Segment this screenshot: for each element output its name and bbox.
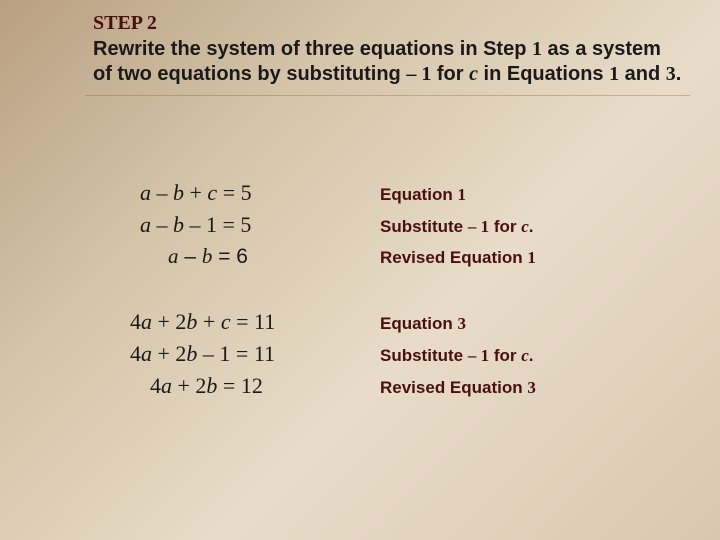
content-area: a – b + c = 5 Equation 1 a – b – 1 = 5 S…	[120, 180, 680, 439]
equation-label: Substitute – 1 for c.	[380, 217, 533, 237]
equation-row: a – b + c = 5 Equation 1	[120, 180, 680, 206]
equation-text: a – b + c = 5	[120, 180, 380, 206]
equation-text: 4a + 2b + c = 11	[120, 309, 380, 335]
equation-row: 4a + 2b = 12 Revised Equation 3	[120, 373, 680, 399]
equation-group-1: a – b + c = 5 Equation 1 a – b – 1 = 5 S…	[120, 180, 680, 269]
equation-label: Substitute – 1 for c.	[380, 346, 533, 366]
equation-label: Revised Equation 3	[380, 378, 536, 398]
equation-row: 4a + 2b – 1 = 11 Substitute – 1 for c.	[120, 341, 680, 367]
equation-row: a – b = 6 Revised Equation 1	[120, 244, 680, 269]
equation-text: a – b = 6	[120, 244, 380, 269]
equation-text: 4a + 2b = 12	[120, 373, 380, 399]
equation-row: a – b – 1 = 5 Substitute – 1 for c.	[120, 212, 680, 238]
equation-label: Revised Equation 1	[380, 248, 536, 268]
instruction-text: Rewrite the system of three equations in…	[93, 37, 682, 87]
header-box: STEP 2 Rewrite the system of three equat…	[85, 8, 690, 96]
equation-text: a – b – 1 = 5	[120, 212, 380, 238]
equation-label: Equation 1	[380, 185, 466, 205]
step-label: STEP 2	[93, 12, 682, 35]
equation-group-2: 4a + 2b + c = 11 Equation 3 4a + 2b – 1 …	[120, 309, 680, 399]
equation-label: Equation 3	[380, 314, 466, 334]
equation-row: 4a + 2b + c = 11 Equation 3	[120, 309, 680, 335]
equation-text: 4a + 2b – 1 = 11	[120, 341, 380, 367]
